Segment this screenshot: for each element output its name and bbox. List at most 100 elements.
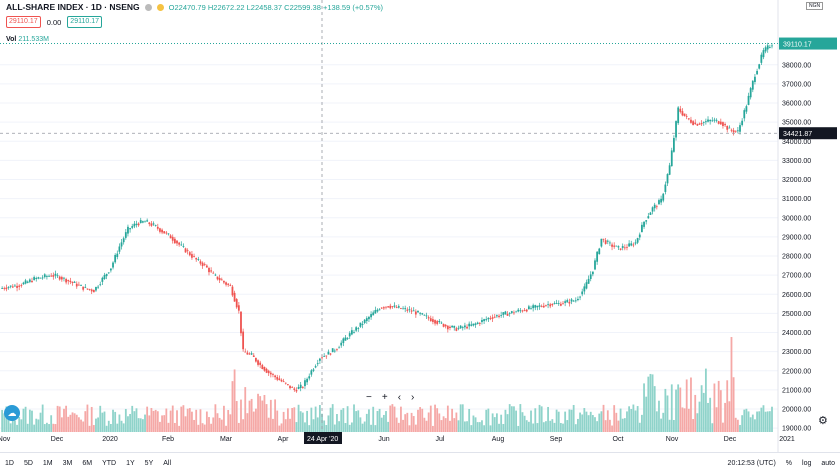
candle-body bbox=[470, 324, 473, 326]
candle-body bbox=[109, 268, 112, 271]
volume-bar bbox=[747, 411, 750, 432]
volume-bar bbox=[223, 405, 225, 432]
candle-body bbox=[184, 248, 187, 253]
price-tick-label: 22000.00 bbox=[782, 368, 811, 375]
volume-bar bbox=[178, 425, 181, 432]
volume-bar bbox=[442, 416, 445, 432]
volume-bar bbox=[591, 415, 594, 432]
candle-body bbox=[649, 212, 652, 215]
zoom-out-button[interactable]: − bbox=[366, 392, 372, 403]
candle-body bbox=[425, 315, 428, 317]
volume-bar bbox=[572, 404, 575, 432]
volume-bar bbox=[380, 417, 383, 432]
candle-body bbox=[702, 122, 705, 123]
candle-body bbox=[668, 165, 671, 175]
range-1y[interactable]: 1Y bbox=[126, 459, 135, 467]
volume-bar bbox=[506, 414, 509, 432]
candle-body bbox=[269, 372, 272, 375]
range-5d[interactable]: 5D bbox=[23, 459, 33, 467]
volume-bar bbox=[67, 416, 70, 432]
scroll-right-button[interactable]: › bbox=[411, 392, 415, 403]
volume-bar bbox=[696, 413, 699, 432]
candle-body bbox=[107, 272, 110, 274]
range-1m[interactable]: 1M bbox=[42, 459, 53, 467]
candle-body bbox=[39, 277, 42, 279]
candle-body bbox=[442, 323, 445, 327]
volume-bar bbox=[662, 412, 665, 432]
candle-body bbox=[214, 274, 217, 276]
volume-bar bbox=[468, 408, 471, 432]
auto-toggle[interactable]: auto bbox=[821, 459, 835, 467]
candle-body bbox=[421, 313, 424, 315]
volume-bar bbox=[606, 410, 609, 432]
candle-body bbox=[406, 309, 409, 311]
candle-body bbox=[596, 251, 599, 262]
range-all[interactable]: All bbox=[163, 459, 172, 467]
volume-bar bbox=[534, 408, 537, 432]
volume-bar bbox=[502, 423, 505, 432]
volume-bar bbox=[237, 422, 240, 432]
candle-body bbox=[489, 318, 492, 319]
candle-body bbox=[118, 246, 121, 252]
volume-bar bbox=[284, 419, 287, 432]
volume-bar bbox=[287, 408, 289, 432]
volume-bar bbox=[538, 404, 541, 432]
candle-body bbox=[472, 323, 475, 326]
sell-price-box[interactable]: 29110.17 bbox=[6, 16, 41, 28]
volume-bar bbox=[623, 418, 626, 432]
candle-body bbox=[99, 284, 102, 286]
volume-bar bbox=[314, 406, 317, 432]
volume-bar bbox=[56, 405, 59, 432]
price-tick-label: 23000.00 bbox=[782, 349, 811, 356]
range-6m[interactable]: 6M bbox=[82, 459, 93, 467]
candle-body bbox=[203, 264, 206, 265]
candle-body bbox=[549, 304, 552, 307]
candle-body bbox=[508, 313, 511, 314]
range-ytd[interactable]: YTD bbox=[102, 459, 117, 467]
volume-bar bbox=[31, 410, 33, 432]
volume-bar bbox=[493, 417, 496, 432]
zoom-in-button[interactable]: + bbox=[381, 392, 388, 403]
symbol-title[interactable]: ALL-SHARE INDEX · 1D · NSENG bbox=[6, 2, 140, 12]
volume-bar bbox=[18, 417, 21, 432]
volume-bar bbox=[427, 412, 430, 432]
volume-bar bbox=[95, 418, 97, 432]
range-3m[interactable]: 3M bbox=[62, 459, 73, 467]
candle-body bbox=[350, 330, 353, 335]
candle-body bbox=[611, 244, 613, 247]
volume-bar bbox=[702, 392, 705, 432]
range-5y[interactable]: 5Y bbox=[144, 459, 154, 467]
range-1d[interactable]: 1D bbox=[5, 459, 14, 467]
candle-body bbox=[741, 120, 744, 126]
volume-bar bbox=[707, 402, 709, 432]
candle-body bbox=[154, 225, 157, 227]
volume-bar bbox=[52, 423, 55, 432]
candle-body bbox=[700, 123, 703, 125]
gear-icon[interactable]: ⚙ bbox=[818, 415, 828, 427]
buy-price-box[interactable]: 29110.17 bbox=[67, 16, 102, 28]
volume-bar bbox=[60, 417, 63, 432]
volume-bar bbox=[291, 407, 294, 432]
price-tick-label: 37000.00 bbox=[782, 81, 811, 88]
volume-bar bbox=[613, 405, 616, 432]
volume-bar bbox=[525, 420, 528, 432]
candle-body bbox=[197, 259, 200, 260]
volume-bar bbox=[355, 411, 358, 432]
candle-body bbox=[370, 314, 372, 318]
candle-body bbox=[295, 389, 298, 392]
volume-bar bbox=[28, 409, 31, 432]
candle-body bbox=[722, 122, 724, 127]
volume-bar bbox=[65, 405, 68, 432]
candle-body bbox=[291, 387, 294, 388]
cloud-icon[interactable]: ☁ bbox=[4, 405, 20, 421]
percent-toggle[interactable]: % bbox=[785, 459, 793, 467]
scroll-left-button[interactable]: ‹ bbox=[397, 392, 402, 403]
candle-body bbox=[129, 228, 131, 230]
candle-body bbox=[577, 298, 579, 301]
log-toggle[interactable]: log bbox=[802, 459, 812, 467]
candle-body bbox=[613, 245, 616, 247]
volume-bar bbox=[577, 418, 579, 432]
candle-body bbox=[252, 355, 255, 357]
candle-body bbox=[434, 320, 436, 324]
